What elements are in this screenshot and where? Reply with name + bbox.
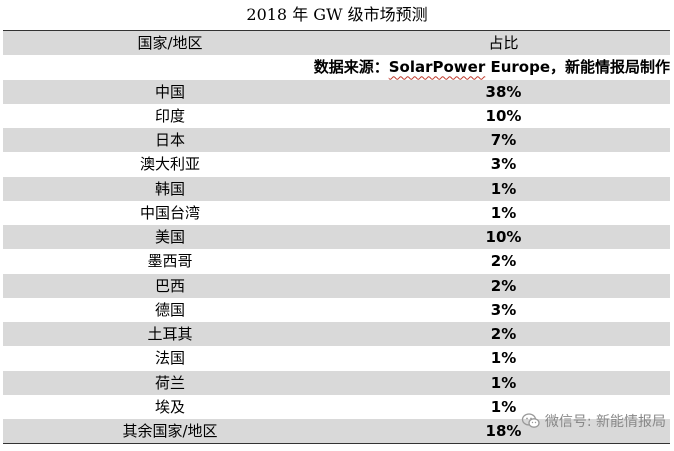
- wechat-icon: [521, 413, 540, 428]
- table-title: 2018 年 GW 级市场预测: [246, 5, 428, 24]
- share-cell: 1%: [337, 176, 670, 201]
- share-cell: 10%: [337, 103, 670, 128]
- region-cell: 澳大利亚: [3, 152, 337, 177]
- share-cell: 3%: [337, 152, 670, 177]
- region-cell: 中国: [3, 79, 337, 104]
- share-cell: 1%: [337, 346, 670, 371]
- share-cell: 10%: [337, 225, 670, 250]
- table-row: 中国台湾 1%: [3, 200, 670, 225]
- table-row: 美国 10%: [3, 225, 670, 250]
- watermark: 微信号: 新能情报局: [521, 409, 666, 433]
- table-row: 德国 3%: [3, 297, 670, 322]
- region-cell: 巴西: [3, 273, 337, 298]
- header-row: 国家/地区 占比: [3, 30, 670, 56]
- share-cell: 7%: [337, 128, 670, 153]
- share-cell: 1%: [337, 394, 670, 419]
- region-cell: 日本: [3, 128, 337, 153]
- table-row: 荷兰 1%: [3, 370, 670, 395]
- table-row: 法国 1%: [3, 346, 670, 371]
- table-row: 墨西哥 2%: [3, 249, 670, 274]
- region-cell: 中国台湾: [3, 200, 337, 225]
- watermark-text: 微信号: 新能情报局: [544, 414, 666, 430]
- table-row: 埃及 1%: [3, 394, 670, 419]
- region-cell: 美国: [3, 225, 337, 250]
- share-cell: 3%: [337, 297, 670, 322]
- source-note: 数据来源：SolarPower Europe，新能情报局制作: [3, 55, 670, 80]
- source-name: SolarPower: [388, 58, 486, 77]
- region-cell: 荷兰: [3, 370, 337, 395]
- table-row: 土耳其 2%: [3, 322, 670, 347]
- source-row: 数据来源：SolarPower Europe，新能情报局制作: [3, 55, 670, 80]
- region-cell: 印度: [3, 103, 337, 128]
- share-cell: 18%: [337, 419, 670, 445]
- header-region: 国家/地区: [3, 30, 337, 56]
- share-cell: 2%: [337, 249, 670, 274]
- region-cell: 埃及: [3, 394, 337, 419]
- region-cell: 法国: [3, 346, 337, 371]
- share-cell: 1%: [337, 370, 670, 395]
- region-cell: 土耳其: [3, 322, 337, 347]
- region-cell: 韩国: [3, 176, 337, 201]
- region-cell: 其余国家/地区: [3, 419, 337, 445]
- table-row: 韩国 1%: [3, 176, 670, 201]
- share-cell: 1%: [337, 200, 670, 225]
- region-cell: 德国: [3, 297, 337, 322]
- share-cell: 38%: [337, 79, 670, 104]
- table-row: 印度 10%: [3, 103, 670, 128]
- table-row: 巴西 2%: [3, 273, 670, 298]
- table-row: 中国 38%: [3, 79, 670, 104]
- market-forecast-table: 国家/地区 占比 数据来源：SolarPower Europe，新能情报局制作 …: [3, 30, 670, 445]
- table-row: 澳大利亚 3%: [3, 152, 670, 177]
- share-cell: 2%: [337, 322, 670, 347]
- source-prefix: 数据来源：: [313, 58, 389, 77]
- table-row: 日本 7%: [3, 128, 670, 153]
- source-suffix: Europe，新能情报局制作: [485, 58, 670, 77]
- region-cell: 墨西哥: [3, 249, 337, 274]
- header-share: 占比: [337, 30, 670, 56]
- table-row: 其余国家/地区 18%: [3, 419, 670, 445]
- share-cell: 2%: [337, 273, 670, 298]
